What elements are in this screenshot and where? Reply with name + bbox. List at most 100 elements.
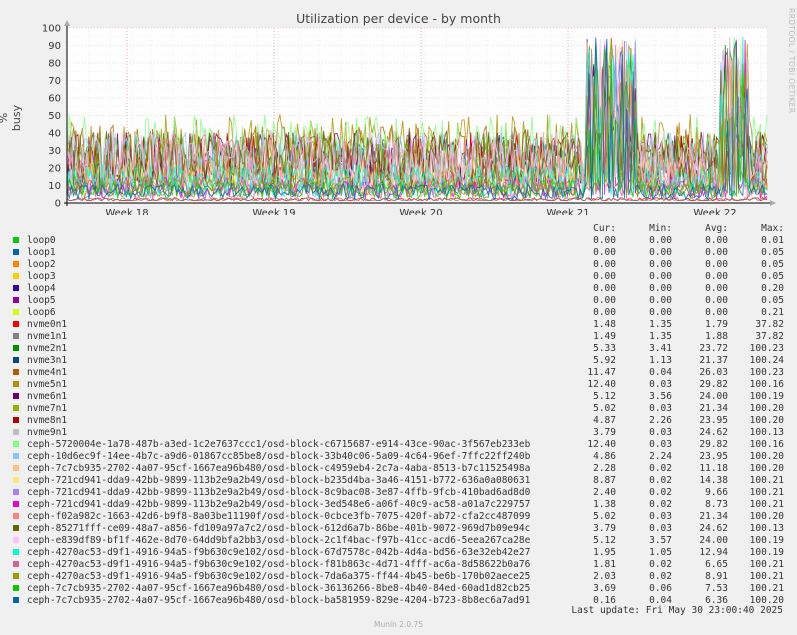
legend-max-value: 0.21 <box>761 307 784 318</box>
y-tick-label: 70 <box>48 76 61 87</box>
legend-swatch <box>13 417 19 423</box>
legend-min-value: 0.03 <box>649 523 672 534</box>
legend-cur-value: 2.28 <box>593 463 616 474</box>
legend-row: loop3 0.00 0.00 0.00 0.05 <box>8 271 788 283</box>
legend-cur-value: 1.48 <box>593 319 616 330</box>
legend-max-value: 100.19 <box>749 391 784 402</box>
legend-min-value: 0.03 <box>649 427 672 438</box>
legend-row: ceph-f02a982c-1663-42d6-b9f8-8a03be11190… <box>8 511 788 523</box>
last-update: Last update: Fri May 30 23:00:40 2025 <box>571 605 783 616</box>
legend-row: nvme6n1 5.12 3.56 24.00 100.19 <box>8 391 788 403</box>
legend-min-value: 0.00 <box>649 271 672 282</box>
legend-series-name: ceph-f02a982c-1663-42d6-b9f8-8a03be11190… <box>27 511 531 522</box>
legend-swatch <box>13 537 19 543</box>
legend-row: nvme0n1 1.48 1.35 1.79 37.82 <box>8 319 788 331</box>
legend-series-name: ceph-7c7cb935-2702-4a07-95cf-1667ea96b48… <box>27 583 531 594</box>
legend-min-value: 1.35 <box>649 331 672 342</box>
legend-avg-value: 23.95 <box>699 451 728 462</box>
axes <box>64 20 776 206</box>
legend-swatch <box>13 369 19 375</box>
legend-swatch <box>13 561 19 567</box>
legend-avg-value: 0.00 <box>705 247 728 258</box>
series-line-8 <box>66 196 768 202</box>
legend-avg-value: 0.00 <box>705 307 728 318</box>
legend-series-name: ceph-10d6ec9f-14ee-4b7c-a9d6-01867cc85be… <box>27 451 531 462</box>
legend: loop0 0.00 0.00 0.00 0.01 loop1 0.00 0.00 0.00 0.… <box>8 235 788 607</box>
series-line-30 <box>66 37 768 201</box>
legend-avg-value: 24.00 <box>699 391 728 402</box>
legend-series-name: loop6 <box>27 307 56 318</box>
legend-row: ceph-4270ac53-d9f1-4916-94a5-f9b630c9e10… <box>8 559 788 571</box>
legend-series-name: ceph-721cd941-dda9-42bb-9899-113b2e9a2b4… <box>27 499 531 510</box>
legend-max-value: 37.82 <box>755 331 784 342</box>
legend-max-value: 100.21 <box>749 583 784 594</box>
chart-title: Utilization per device - by month <box>296 11 501 26</box>
legend-row: ceph-7c7cb935-2702-4a07-95cf-1667ea96b48… <box>8 463 788 475</box>
legend-max-value: 0.05 <box>761 259 784 270</box>
legend-min-value: 0.03 <box>649 403 672 414</box>
legend-cur-value: 5.02 <box>593 403 616 414</box>
version: Munin 2.0.75 <box>373 620 424 629</box>
series-line-24 <box>66 70 768 191</box>
y-tick-label: 80 <box>48 59 61 70</box>
legend-series-name: loop4 <box>27 283 56 294</box>
y-tick-label: 20 <box>48 164 61 175</box>
legend-row: ceph-85271fff-ce09-48a7-a856-fd109a97a7c… <box>8 523 788 535</box>
legend-series-name: nvme1n1 <box>27 331 68 342</box>
legend-cur-value: 5.33 <box>593 343 616 354</box>
legend-min-value: 0.00 <box>649 235 672 246</box>
legend-swatch <box>13 273 19 279</box>
legend-swatch <box>13 357 19 363</box>
legend-cur-value: 3.79 <box>593 427 616 438</box>
legend-swatch <box>13 285 19 291</box>
legend-max-value: 100.21 <box>749 571 784 582</box>
legend-max-value: 100.24 <box>749 355 784 366</box>
legend-series-name: ceph-7c7cb935-2702-4a07-95cf-1667ea96b48… <box>27 595 531 606</box>
legend-min-value: 3.56 <box>649 391 672 402</box>
legend-max-value: 100.21 <box>749 475 784 486</box>
legend-avg-value: 7.53 <box>705 583 728 594</box>
legend-cur-value: 2.03 <box>593 571 616 582</box>
legend-row: nvme3n1 5.92 1.13 21.37 100.24 <box>8 355 788 367</box>
legend-min-value: 0.00 <box>649 295 672 306</box>
legend-max-value: 100.20 <box>749 415 784 426</box>
legend-min-value: 0.04 <box>649 367 672 378</box>
legend-avg-value: 23.95 <box>699 415 728 426</box>
legend-series-name: loop1 <box>27 247 56 258</box>
legend-row: ceph-e839df89-bf1f-462e-8d70-64dd9bfa2bb… <box>8 535 788 547</box>
legend-swatch <box>13 489 19 495</box>
legend-series-name: ceph-e839df89-bf1f-462e-8d70-64dd9bfa2bb… <box>27 535 531 546</box>
legend-series-name: nvme7n1 <box>27 403 68 414</box>
legend-max-value: 100.23 <box>749 343 784 354</box>
legend-swatch <box>13 441 19 447</box>
legend-cur-value: 0.00 <box>593 307 616 318</box>
legend-series-name: loop5 <box>27 295 56 306</box>
legend-cur-value: 0.00 <box>593 247 616 258</box>
legend-cur-value: 5.12 <box>593 391 616 402</box>
y-tick-label: 100 <box>42 24 61 35</box>
y-tick-label: 0 <box>55 199 61 210</box>
legend-avg-value: 29.82 <box>699 439 728 450</box>
legend-avg-value: 21.37 <box>699 355 728 366</box>
legend-cur-value: 1.49 <box>593 331 616 342</box>
legend-row: loop1 0.00 0.00 0.00 0.05 <box>8 247 788 259</box>
legend-swatch <box>13 549 19 555</box>
legend-cur-value: 0.00 <box>593 259 616 270</box>
legend-series-name: ceph-4270ac53-d9f1-4916-94a5-f9b630c9e10… <box>27 571 531 582</box>
legend-series-name: nvme3n1 <box>27 355 68 366</box>
legend-series-name: nvme0n1 <box>27 319 68 330</box>
legend-row: ceph-721cd941-dda9-42bb-9899-113b2e9a2b4… <box>8 487 788 499</box>
legend-min-value: 0.02 <box>649 487 672 498</box>
legend-swatch <box>13 453 19 459</box>
legend-row: ceph-5720004e-1a78-487b-a3ed-1c2e7637ccc… <box>8 439 788 451</box>
legend-cur-value: 5.12 <box>593 535 616 546</box>
legend-min-value: 2.26 <box>649 415 672 426</box>
series-line-26 <box>66 36 768 198</box>
legend-row: nvme1n1 1.49 1.35 1.88 37.82 <box>8 331 788 343</box>
legend-series-name: ceph-721cd941-dda9-42bb-9899-113b2e9a2b4… <box>27 475 531 486</box>
legend-min-value: 0.00 <box>649 247 672 258</box>
legend-cur-value: 12.40 <box>587 439 616 450</box>
legend-min-value: 0.06 <box>649 583 672 594</box>
legend-cur-value: 11.47 <box>587 367 616 378</box>
